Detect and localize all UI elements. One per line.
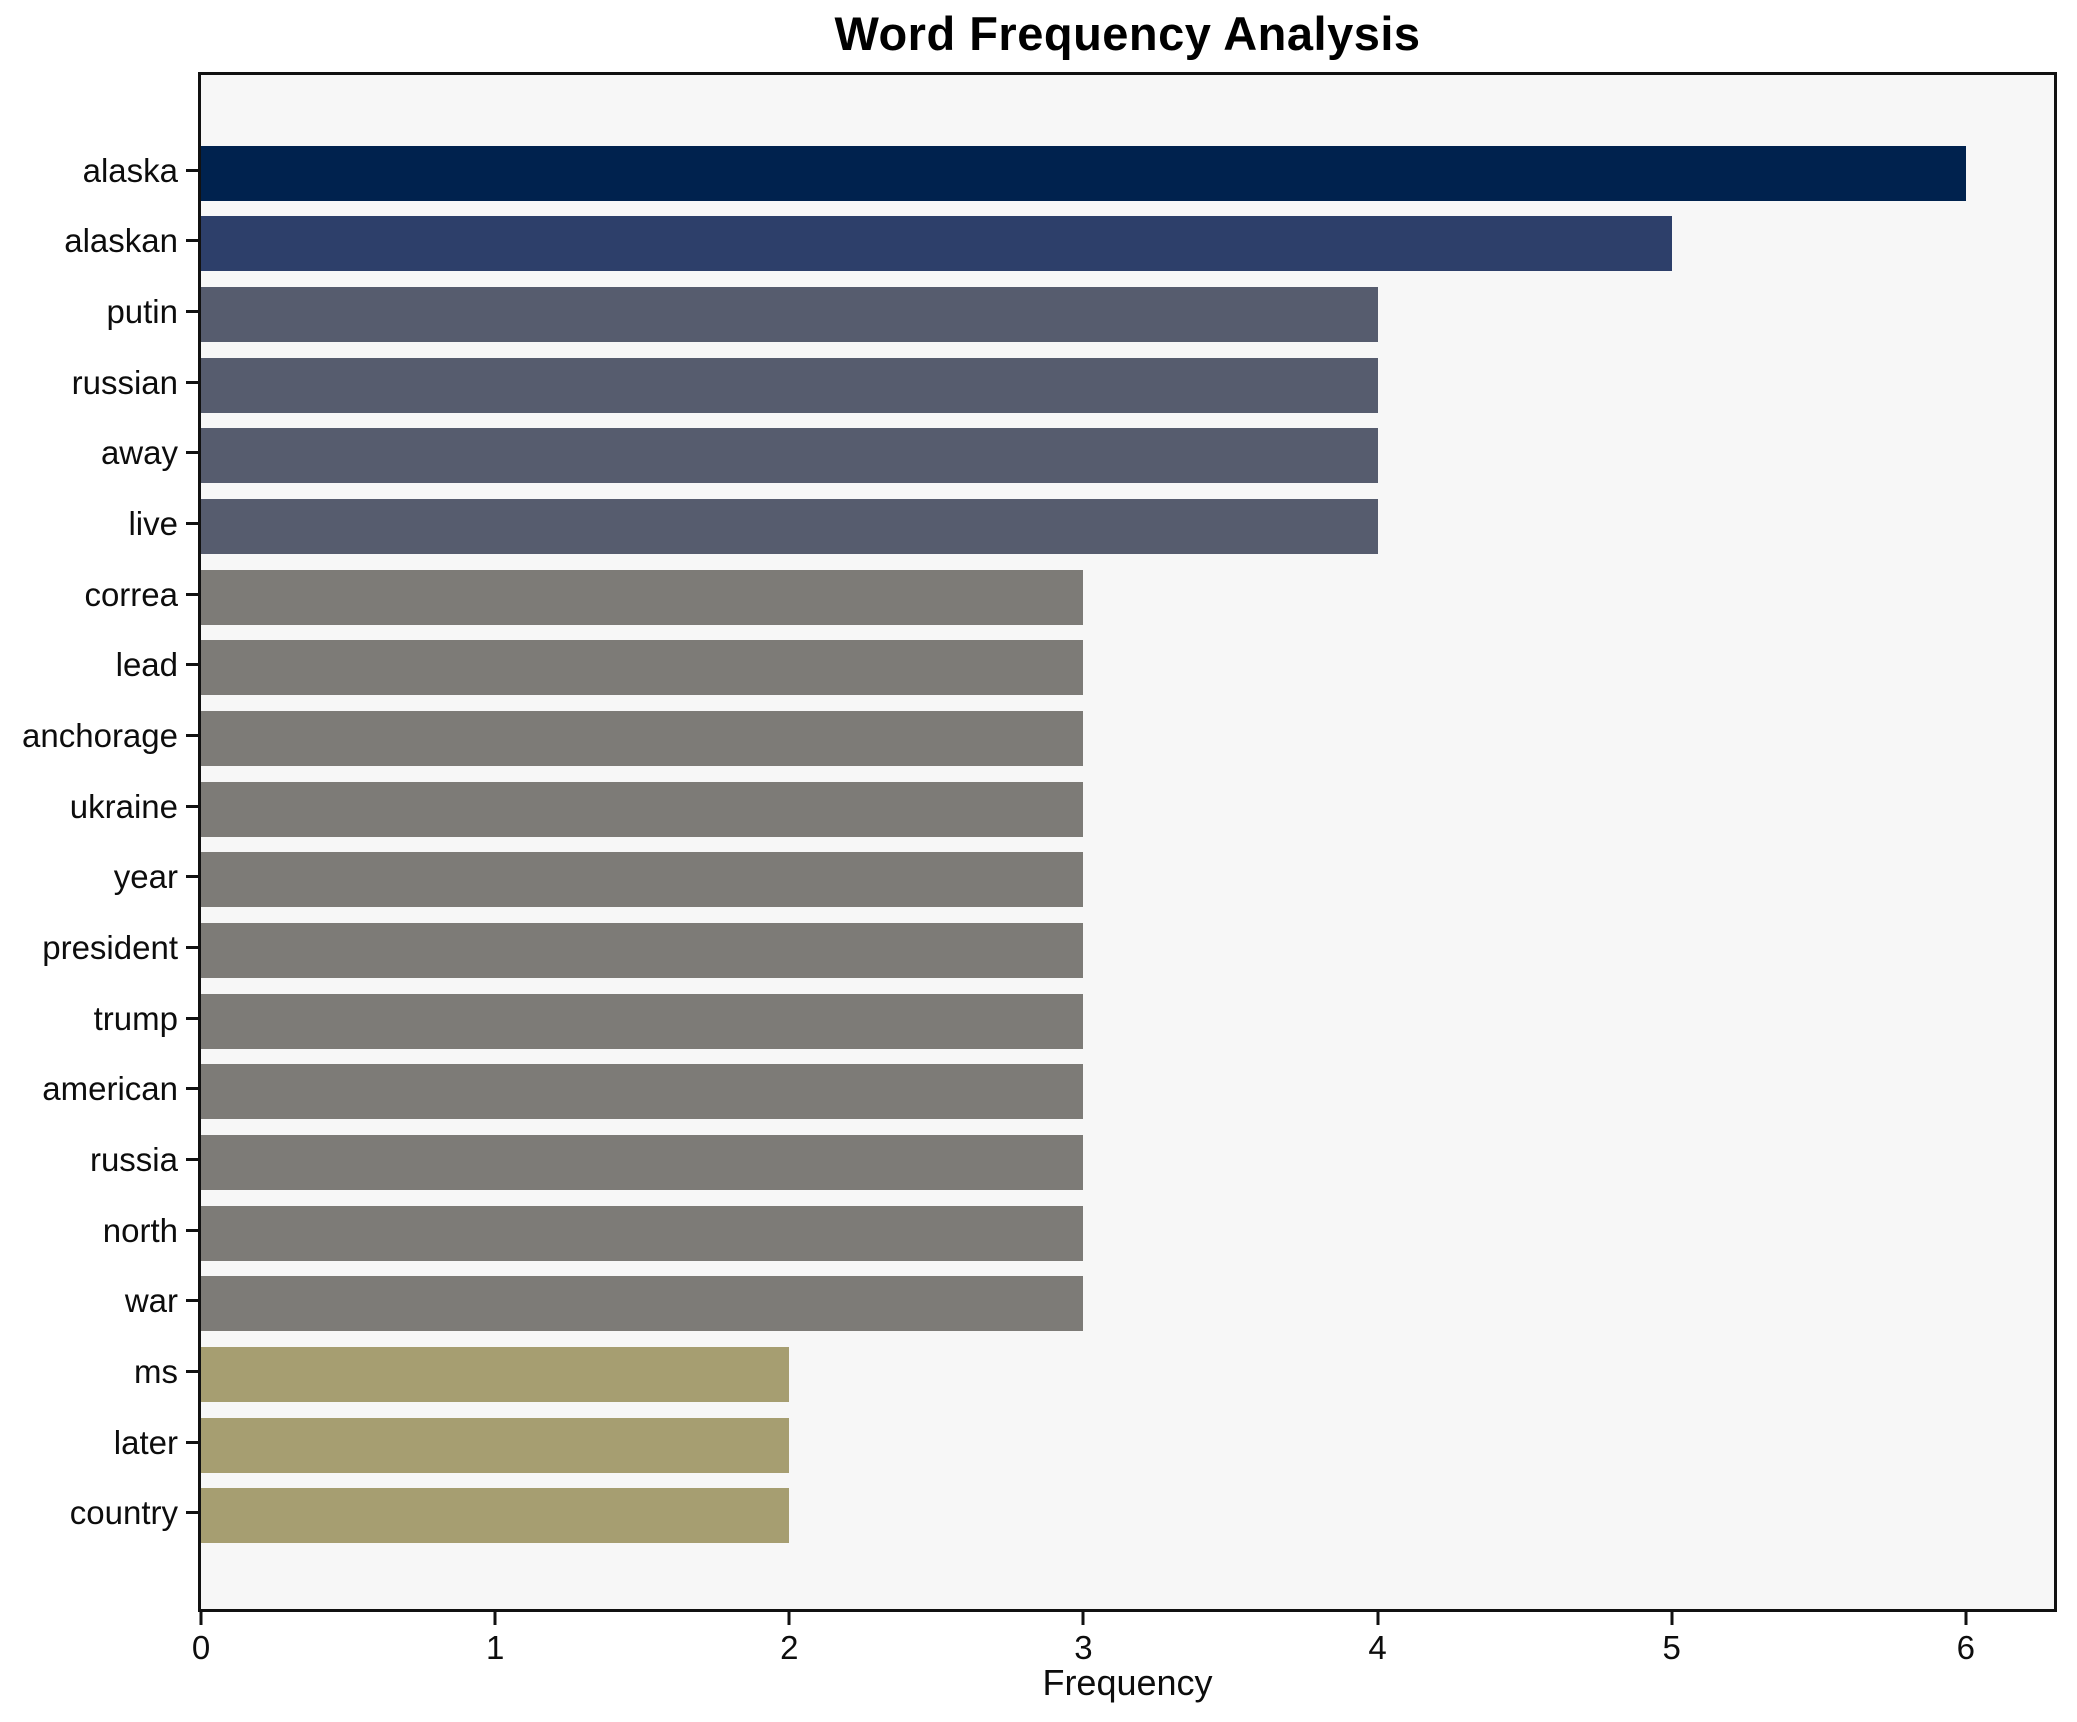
y-tick-mark [186, 380, 198, 384]
bar-year [201, 852, 1084, 908]
y-tick-mark [186, 663, 198, 667]
bar-live [201, 498, 1378, 554]
y-tick-mark [186, 1158, 198, 1162]
x-tick-label-6: 6 [1956, 1629, 1975, 1666]
y-tick-label-alaskan: alaskan [64, 222, 178, 260]
bar-trump [201, 993, 1084, 1049]
y-tick-label-american: american [42, 1070, 178, 1108]
y-tick-label-live: live [128, 504, 178, 542]
y-tick-mark [186, 804, 198, 808]
y-tick-mark [186, 945, 198, 949]
bar-putin [201, 286, 1378, 342]
y-tick-mark [186, 521, 198, 525]
y-tick-mark [186, 875, 198, 879]
x-tick-label-0: 0 [191, 1629, 211, 1666]
bar-north [201, 1205, 1084, 1261]
y-tick-mark [186, 592, 198, 596]
y-tick-label-later: later [113, 1423, 178, 1461]
plot-area [198, 72, 2057, 1612]
bar-alaska [201, 145, 1966, 201]
y-tick-label-russian: russian [71, 363, 178, 401]
y-tick-label-russia: russia [89, 1141, 178, 1179]
y-tick-mark [186, 1370, 198, 1374]
bar-ms [201, 1347, 790, 1403]
x-tick-mark [787, 1612, 791, 1625]
y-tick-label-trump: trump [93, 999, 178, 1037]
x-tick-mark [199, 1612, 203, 1625]
bar-country [201, 1488, 790, 1544]
y-tick-mark [186, 1016, 198, 1020]
bar-alaskan [201, 216, 1672, 272]
bar-away [201, 428, 1378, 484]
x-tick-label-2: 2 [780, 1629, 799, 1666]
y-tick-mark [186, 168, 198, 172]
y-tick-label-ukraine: ukraine [69, 787, 178, 825]
x-tick-mark [493, 1612, 497, 1625]
bar-anchorage [201, 710, 1084, 766]
bar-ukraine [201, 781, 1084, 837]
x-tick-mark [1376, 1612, 1379, 1625]
y-tick-label-year: year [113, 858, 178, 896]
bar-correa [201, 569, 1084, 625]
y-tick-label-away: away [100, 434, 178, 472]
bar-american [201, 1064, 1084, 1120]
y-tick-label-president: president [42, 928, 178, 966]
bar-lead [201, 640, 1084, 696]
y-tick-label-alaska: alaska [82, 151, 178, 189]
y-tick-label-correa: correa [84, 575, 178, 613]
x-tick-label-4: 4 [1368, 1629, 1387, 1666]
y-tick-mark [186, 239, 198, 243]
x-axis: 0 1 2 3 4 5 6 [192, 1612, 2054, 1722]
y-tick-label-country: country [69, 1494, 178, 1532]
x-tick-label-5: 5 [1662, 1629, 1681, 1666]
x-tick-label-1: 1 [485, 1629, 505, 1666]
x-axis-title: Frequency [1042, 1662, 1213, 1703]
y-tick-mark [186, 451, 198, 455]
y-tick-label-north: north [102, 1211, 178, 1249]
x-tick-label-3: 3 [1074, 1629, 1093, 1666]
bar-president [201, 922, 1084, 978]
bar-russian [201, 357, 1378, 413]
y-tick-label-ms: ms [134, 1353, 178, 1391]
x-tick-mark [1081, 1612, 1085, 1625]
bars [201, 75, 2054, 1609]
y-tick-mark [186, 1087, 198, 1091]
bar-russia [201, 1135, 1084, 1191]
y-tick-mark [186, 309, 198, 313]
y-tick-mark [186, 1511, 198, 1515]
bar-war [201, 1276, 1084, 1332]
y-tick-label-lead: lead [115, 646, 178, 684]
y-tick-mark [186, 1228, 198, 1232]
y-tick-mark [186, 1299, 198, 1303]
x-tick-mark [1670, 1612, 1674, 1625]
y-tick-label-anchorage: anchorage [22, 716, 178, 754]
x-tick-mark [1964, 1612, 1968, 1625]
bar-later [201, 1417, 790, 1473]
y-tick-mark [186, 1440, 198, 1444]
y-tick-mark [186, 733, 198, 737]
chart-title: Word Frequency Analysis [834, 7, 1421, 60]
y-tick-label-putin: putin [106, 292, 178, 330]
y-tick-label-war: war [124, 1282, 178, 1320]
